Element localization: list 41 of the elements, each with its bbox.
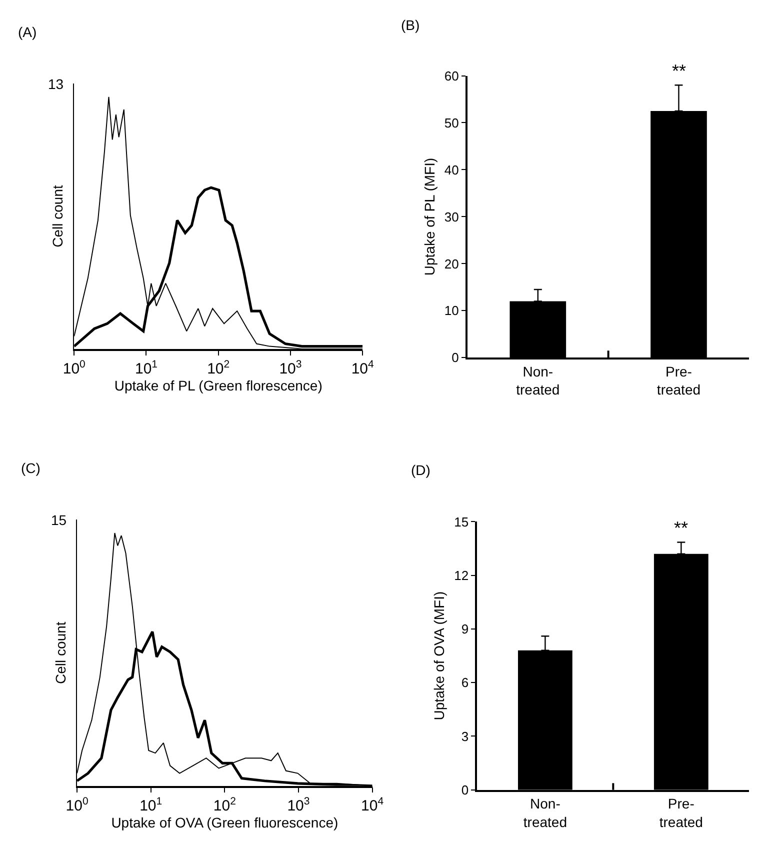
y-tick-label: 0 bbox=[452, 350, 459, 366]
x-tick-label: 10$^{3}$ bbox=[279, 358, 302, 378]
y-tick-label: 6 bbox=[461, 675, 469, 690]
x-tick-label: 10$^{2}$ bbox=[207, 358, 230, 378]
y-axis-title: Uptake of OVA (MFI) bbox=[431, 591, 448, 720]
chart-title: (A) bbox=[18, 24, 37, 40]
chart-title: (C) bbox=[21, 460, 40, 476]
x-tick-label: 10$^{4}$ bbox=[361, 795, 384, 815]
y-tick-label: 12 bbox=[454, 568, 469, 583]
x-axis-title: Uptake of PL (Green florescence) bbox=[114, 378, 322, 394]
chart-title: (B) bbox=[401, 17, 420, 33]
x-tick-label: 10$^{0}$ bbox=[66, 795, 88, 815]
x-tick-label: 10$^{4}$ bbox=[351, 358, 374, 378]
y-tick-label: 20 bbox=[444, 256, 459, 272]
text: 15 bbox=[51, 512, 67, 528]
x-tick-label: 10$^{2}$ bbox=[213, 795, 236, 815]
y-axis-title: Cell count bbox=[50, 184, 66, 248]
x-axis-title: Uptake of OVA (Green fluorescence) bbox=[111, 814, 338, 831]
x-tick-label: Pre- treated bbox=[656, 363, 701, 398]
y-tick-label: 60 bbox=[444, 68, 459, 84]
y-tick-label: 3 bbox=[461, 728, 469, 744]
y-tick-label: 15 bbox=[454, 514, 469, 530]
y-tick-label: 0 bbox=[461, 782, 469, 798]
annotation: ** bbox=[674, 518, 688, 538]
x-tick-label: 10$^{3}$ bbox=[287, 795, 310, 815]
annotation: ** bbox=[672, 61, 686, 81]
y-axis-title: Cell count bbox=[52, 622, 69, 684]
y-tick-label: 10 bbox=[444, 303, 459, 318]
y-tick-label: 40 bbox=[444, 162, 459, 178]
y-tick-label: 9 bbox=[461, 622, 469, 637]
x-tick-label: 10$^{1}$ bbox=[134, 358, 158, 378]
x-tick-label: 10$^{0}$ bbox=[62, 358, 86, 378]
x-tick-label: Non- treated bbox=[523, 796, 567, 830]
y-axis-title: Uptake of PL (MFI) bbox=[422, 158, 438, 276]
x-tick-label: Non- treated bbox=[516, 363, 560, 398]
y-tick-label: 30 bbox=[444, 209, 459, 224]
x-tick-label: Pre- treated bbox=[659, 796, 703, 830]
chart-title: (D) bbox=[411, 462, 430, 478]
x-tick-label: 10$^{1}$ bbox=[140, 795, 162, 815]
text: 13 bbox=[48, 76, 64, 92]
y-tick-label: 50 bbox=[444, 115, 459, 130]
